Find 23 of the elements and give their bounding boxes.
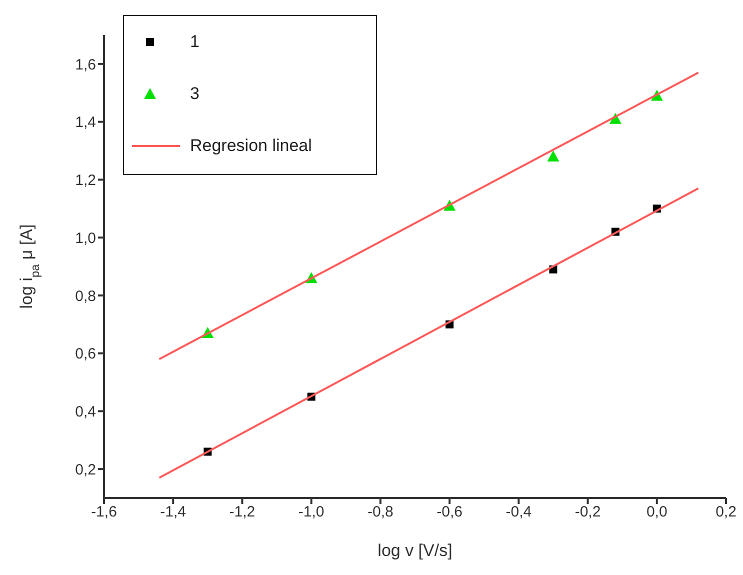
y-tick-label: 0,4 <box>75 404 96 421</box>
x-tick-label: -0,2 <box>574 504 601 521</box>
y-tick-label: 1,2 <box>75 172 96 190</box>
legend-label: 3 <box>190 84 200 104</box>
y-tick-label: 0,8 <box>75 288 96 305</box>
x-tick-label: 0,2 <box>716 504 736 521</box>
y-tick-label: 1,4 <box>75 114 96 132</box>
x-tick-label: -0,4 <box>506 504 532 521</box>
x-tick-label: 0,0 <box>646 504 668 521</box>
x-axis-title: log v [V/s] <box>378 541 452 560</box>
x-tick-label: -0,6 <box>436 504 462 521</box>
x-tick-label: -1,0 <box>298 504 324 521</box>
y-tick-label: 0,2 <box>75 461 96 478</box>
x-tick-label: -1,2 <box>229 504 256 521</box>
x-tick-label: -1,4 <box>160 504 186 521</box>
y-tick-label: 1,0 <box>75 230 96 247</box>
legend-label: 1 <box>190 32 200 52</box>
y-tick-label: 1,6 <box>75 56 96 74</box>
y-tick-label: 0,6 <box>75 346 96 363</box>
x-tick-label: -0,8 <box>368 504 394 521</box>
legend-label: Regresion lineal <box>190 136 312 156</box>
point <box>547 150 560 162</box>
x-tick-label: -1,6 <box>91 504 117 521</box>
